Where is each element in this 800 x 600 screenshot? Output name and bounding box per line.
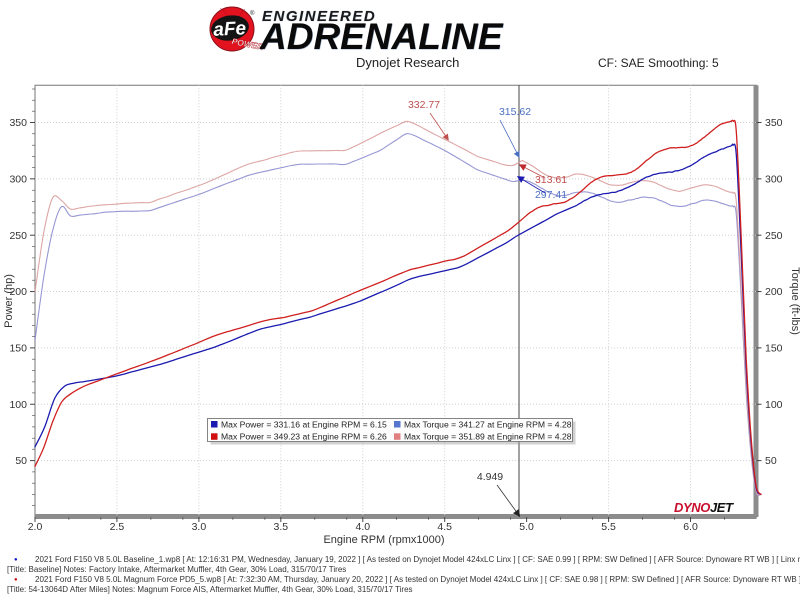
svg-text:350: 350 xyxy=(9,117,27,129)
svg-text:315.62: 315.62 xyxy=(499,106,531,118)
svg-text:250: 250 xyxy=(765,230,783,242)
svg-text:6.0: 6.0 xyxy=(683,521,698,533)
svg-text:Torque (ft-lbs): Torque (ft-lbs) xyxy=(789,267,800,335)
svg-text:150: 150 xyxy=(765,343,783,355)
svg-text:4.5: 4.5 xyxy=(437,521,452,533)
svg-text:350: 350 xyxy=(765,117,783,129)
svg-text:150: 150 xyxy=(9,343,27,355)
svg-text:4.949: 4.949 xyxy=(477,471,503,483)
svg-text:Max Power = 349.23 at Engine R: Max Power = 349.23 at Engine RPM = 6.26 xyxy=(221,432,387,442)
svg-text:3.5: 3.5 xyxy=(273,521,288,533)
svg-text:Engine RPM (rpmx1000): Engine RPM (rpmx1000) xyxy=(323,534,444,546)
svg-text:2.0: 2.0 xyxy=(28,521,43,533)
svg-text:297.41: 297.41 xyxy=(535,189,567,201)
svg-text:100: 100 xyxy=(765,399,783,411)
svg-text:50: 50 xyxy=(15,455,27,467)
svg-text:Max Power = 331.16 at Engine R: Max Power = 331.16 at Engine RPM = 6.15 xyxy=(221,419,387,429)
svg-text:Max Torque = 351.89 at Engine: Max Torque = 351.89 at Engine RPM = 4.28 xyxy=(404,432,572,442)
svg-text:50: 50 xyxy=(765,455,777,467)
svg-text:300: 300 xyxy=(9,174,27,186)
svg-text:100: 100 xyxy=(9,399,27,411)
svg-text:200: 200 xyxy=(765,286,783,298)
svg-text:5.5: 5.5 xyxy=(601,521,616,533)
svg-text:3.0: 3.0 xyxy=(192,521,207,533)
svg-text:2.5: 2.5 xyxy=(110,521,125,533)
svg-text:Power (hp): Power (hp) xyxy=(3,274,15,328)
svg-text:300: 300 xyxy=(765,174,783,186)
svg-text:250: 250 xyxy=(9,230,27,242)
svg-text:5.0: 5.0 xyxy=(519,521,534,533)
svg-text:332.77: 332.77 xyxy=(408,99,440,111)
svg-text:313.61: 313.61 xyxy=(535,174,567,186)
svg-text:4.0: 4.0 xyxy=(355,521,370,533)
svg-text:Max Torque = 341.27 at Engine: Max Torque = 341.27 at Engine RPM = 4.28 xyxy=(404,419,572,429)
